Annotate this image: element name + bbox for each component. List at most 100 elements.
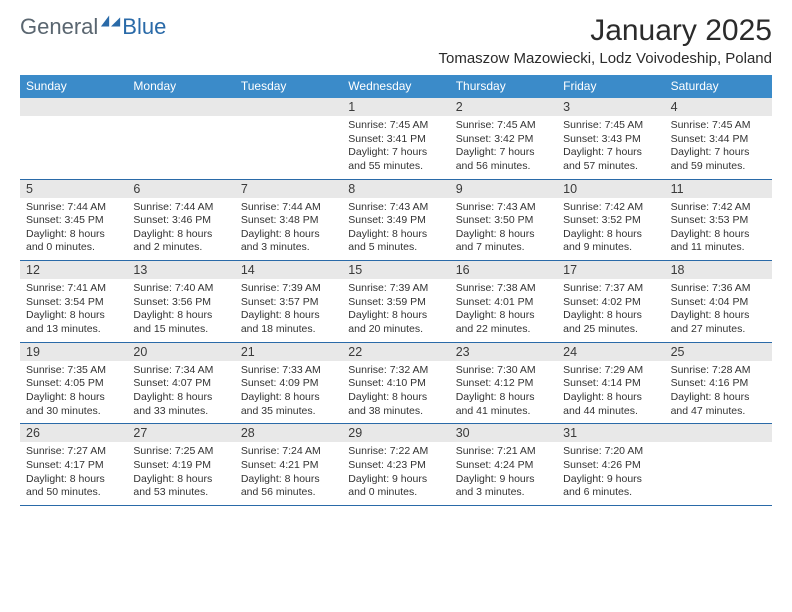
day-cell: 17Sunrise: 7:37 AMSunset: 4:02 PMDayligh…: [557, 261, 664, 342]
sunset-line: Sunset: 3:48 PM: [241, 214, 336, 228]
daylight-line: Daylight: 8 hours and 3 minutes.: [241, 228, 336, 255]
sunrise-line: Sunrise: 7:32 AM: [348, 364, 443, 378]
daylight-line: Daylight: 8 hours and 38 minutes.: [348, 391, 443, 418]
daylight-line: Daylight: 8 hours and 25 minutes.: [563, 309, 658, 336]
sunset-line: Sunset: 4:19 PM: [133, 459, 228, 473]
sunrise-line: Sunrise: 7:38 AM: [456, 282, 551, 296]
dow-cell: Monday: [127, 75, 234, 98]
brand-part1: General: [20, 14, 98, 40]
daylight-line: Daylight: 8 hours and 47 minutes.: [671, 391, 766, 418]
day-data: [665, 442, 772, 500]
day-data: Sunrise: 7:45 AMSunset: 3:43 PMDaylight:…: [557, 116, 664, 179]
day-data: Sunrise: 7:30 AMSunset: 4:12 PMDaylight:…: [450, 361, 557, 424]
day-number: 14: [235, 261, 342, 279]
calendar-page: General Blue January 2025 Tomaszow Mazow…: [0, 0, 792, 506]
sunset-line: Sunset: 3:52 PM: [563, 214, 658, 228]
day-cell: 9Sunrise: 7:43 AMSunset: 3:50 PMDaylight…: [450, 180, 557, 261]
day-number: 29: [342, 424, 449, 442]
day-data: Sunrise: 7:33 AMSunset: 4:09 PMDaylight:…: [235, 361, 342, 424]
daylight-line: Daylight: 9 hours and 3 minutes.: [456, 473, 551, 500]
day-data: Sunrise: 7:28 AMSunset: 4:16 PMDaylight:…: [665, 361, 772, 424]
brand-logo: General Blue: [20, 14, 166, 40]
daylight-line: Daylight: 9 hours and 0 minutes.: [348, 473, 443, 500]
daylight-line: Daylight: 8 hours and 0 minutes.: [26, 228, 121, 255]
weeks-container: 1Sunrise: 7:45 AMSunset: 3:41 PMDaylight…: [20, 98, 772, 506]
sunrise-line: Sunrise: 7:44 AM: [241, 201, 336, 215]
week-row: 12Sunrise: 7:41 AMSunset: 3:54 PMDayligh…: [20, 261, 772, 343]
day-data: Sunrise: 7:20 AMSunset: 4:26 PMDaylight:…: [557, 442, 664, 505]
dow-cell: Friday: [557, 75, 664, 98]
day-number: 3: [557, 98, 664, 116]
dow-cell: Saturday: [665, 75, 772, 98]
daylight-line: Daylight: 8 hours and 33 minutes.: [133, 391, 228, 418]
day-number: 13: [127, 261, 234, 279]
dow-cell: Tuesday: [235, 75, 342, 98]
sunrise-line: Sunrise: 7:45 AM: [348, 119, 443, 133]
week-row: 1Sunrise: 7:45 AMSunset: 3:41 PMDaylight…: [20, 98, 772, 180]
day-number: 4: [665, 98, 772, 116]
day-number: 10: [557, 180, 664, 198]
sunrise-line: Sunrise: 7:34 AM: [133, 364, 228, 378]
day-cell: 6Sunrise: 7:44 AMSunset: 3:46 PMDaylight…: [127, 180, 234, 261]
day-data: Sunrise: 7:40 AMSunset: 3:56 PMDaylight:…: [127, 279, 234, 342]
day-data: Sunrise: 7:29 AMSunset: 4:14 PMDaylight:…: [557, 361, 664, 424]
day-of-week-header: SundayMondayTuesdayWednesdayThursdayFrid…: [20, 75, 772, 98]
day-cell: 11Sunrise: 7:42 AMSunset: 3:53 PMDayligh…: [665, 180, 772, 261]
daylight-line: Daylight: 9 hours and 6 minutes.: [563, 473, 658, 500]
sunset-line: Sunset: 3:43 PM: [563, 133, 658, 147]
sunrise-line: Sunrise: 7:43 AM: [456, 201, 551, 215]
daylight-line: Daylight: 8 hours and 7 minutes.: [456, 228, 551, 255]
day-number: 26: [20, 424, 127, 442]
day-number: 8: [342, 180, 449, 198]
daylight-line: Daylight: 8 hours and 11 minutes.: [671, 228, 766, 255]
daylight-line: Daylight: 8 hours and 35 minutes.: [241, 391, 336, 418]
daylight-line: Daylight: 8 hours and 56 minutes.: [241, 473, 336, 500]
day-cell: 27Sunrise: 7:25 AMSunset: 4:19 PMDayligh…: [127, 424, 234, 505]
daylight-line: Daylight: 8 hours and 5 minutes.: [348, 228, 443, 255]
day-number: 7: [235, 180, 342, 198]
sunrise-line: Sunrise: 7:20 AM: [563, 445, 658, 459]
sunrise-line: Sunrise: 7:21 AM: [456, 445, 551, 459]
sunrise-line: Sunrise: 7:37 AM: [563, 282, 658, 296]
sunrise-line: Sunrise: 7:27 AM: [26, 445, 121, 459]
day-data: Sunrise: 7:44 AMSunset: 3:46 PMDaylight:…: [127, 198, 234, 261]
day-cell: 7 Sunrise: 7:44 AMSunset: 3:48 PMDaylight…: [235, 180, 342, 261]
dow-cell: Sunday: [20, 75, 127, 98]
sunrise-line: Sunrise: 7:22 AM: [348, 445, 443, 459]
day-number: 1: [342, 98, 449, 116]
sunrise-line: Sunrise: 7:44 AM: [26, 201, 121, 215]
day-data: Sunrise: 7:27 AMSunset: 4:17 PMDaylight:…: [20, 442, 127, 505]
day-data: Sunrise: 7:42 AMSunset: 3:53 PMDaylight:…: [665, 198, 772, 261]
day-number: 12: [20, 261, 127, 279]
day-cell: [665, 424, 772, 505]
day-cell: 4Sunrise: 7:45 AMSunset: 3:44 PMDaylight…: [665, 98, 772, 179]
day-data: [235, 116, 342, 174]
day-cell: 10Sunrise: 7:42 AMSunset: 3:52 PMDayligh…: [557, 180, 664, 261]
day-cell: 23Sunrise: 7:30 AMSunset: 4:12 PMDayligh…: [450, 343, 557, 424]
day-number: 28: [235, 424, 342, 442]
sunrise-line: Sunrise: 7:42 AM: [563, 201, 658, 215]
day-data: Sunrise: 7:24 AMSunset: 4:21 PMDaylight:…: [235, 442, 342, 505]
day-cell: 12Sunrise: 7:41 AMSunset: 3:54 PMDayligh…: [20, 261, 127, 342]
day-cell: 22Sunrise: 7:32 AMSunset: 4:10 PMDayligh…: [342, 343, 449, 424]
sunset-line: Sunset: 3:41 PM: [348, 133, 443, 147]
day-data: Sunrise: 7:37 AMSunset: 4:02 PMDaylight:…: [557, 279, 664, 342]
day-number: 15: [342, 261, 449, 279]
calendar-grid: SundayMondayTuesdayWednesdayThursdayFrid…: [20, 75, 772, 506]
day-number: 2: [450, 98, 557, 116]
day-cell: 18Sunrise: 7:36 AMSunset: 4:04 PMDayligh…: [665, 261, 772, 342]
day-data: Sunrise: 7:45 AMSunset: 3:41 PMDaylight:…: [342, 116, 449, 179]
sunset-line: Sunset: 3:53 PM: [671, 214, 766, 228]
day-cell: 30Sunrise: 7:21 AMSunset: 4:24 PMDayligh…: [450, 424, 557, 505]
sunrise-line: Sunrise: 7:39 AM: [241, 282, 336, 296]
sunset-line: Sunset: 3:45 PM: [26, 214, 121, 228]
day-cell: 14Sunrise: 7:39 AMSunset: 3:57 PMDayligh…: [235, 261, 342, 342]
sunset-line: Sunset: 4:01 PM: [456, 296, 551, 310]
daylight-line: Daylight: 8 hours and 22 minutes.: [456, 309, 551, 336]
sunrise-line: Sunrise: 7:42 AM: [671, 201, 766, 215]
day-number: 18: [665, 261, 772, 279]
day-number: 5: [20, 180, 127, 198]
brand-part2: Blue: [122, 14, 166, 40]
daylight-line: Daylight: 8 hours and 30 minutes.: [26, 391, 121, 418]
sunset-line: Sunset: 3:46 PM: [133, 214, 228, 228]
